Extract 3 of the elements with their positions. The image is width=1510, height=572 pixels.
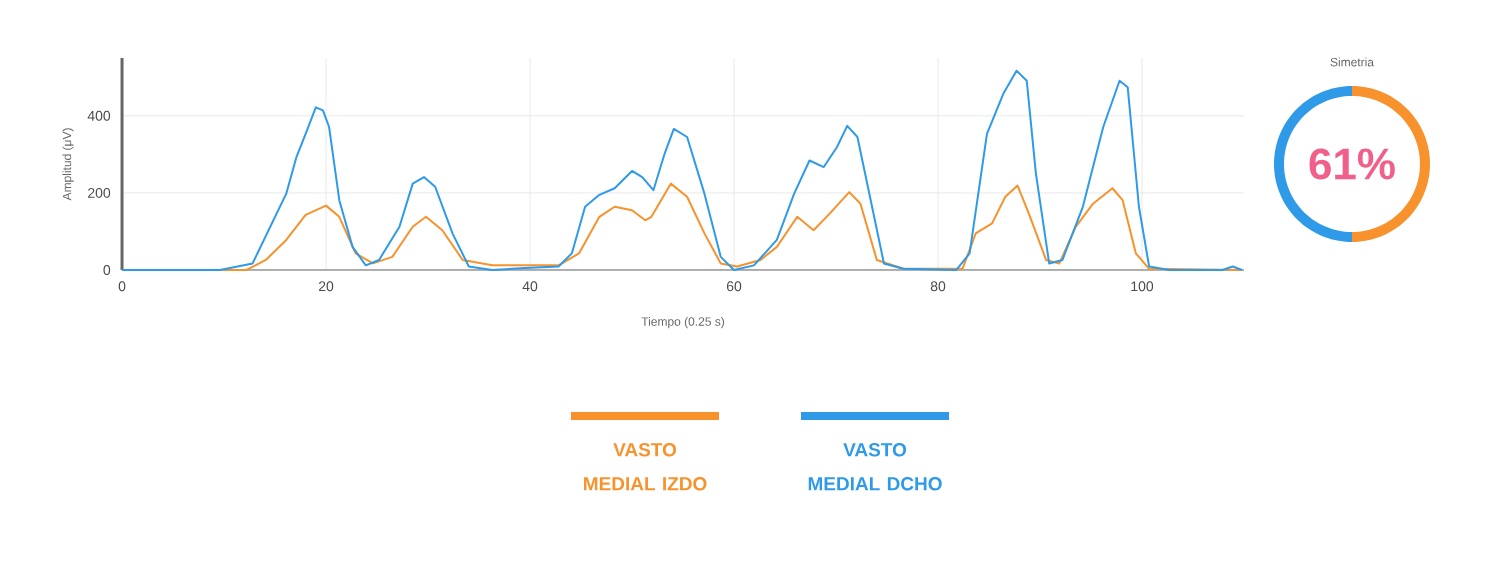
text: VASTO MEDIAL DCHO — [808, 443, 942, 491]
text: VASTO MEDIAL IZDO — [584, 443, 707, 491]
text: 61% — [1309, 148, 1395, 180]
